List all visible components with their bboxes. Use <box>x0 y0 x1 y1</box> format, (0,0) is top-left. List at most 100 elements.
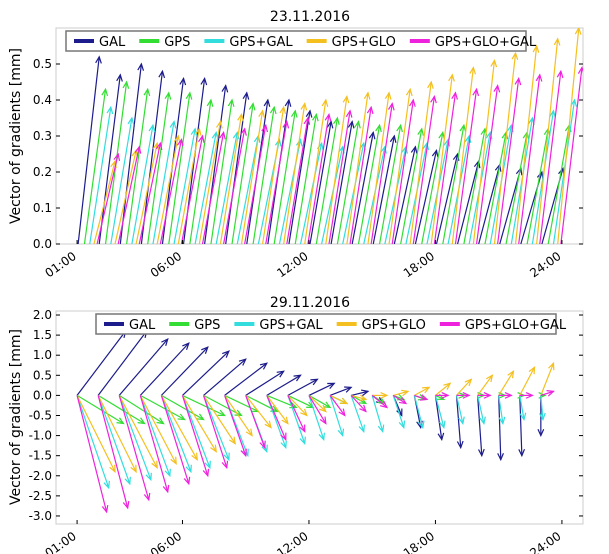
vector-arrow <box>294 112 319 244</box>
vector-head <box>176 138 184 147</box>
vector-head <box>359 404 367 413</box>
vector-shaft <box>203 394 242 417</box>
vector-arrow <box>392 394 408 405</box>
vector-head <box>305 109 313 118</box>
vector-head <box>293 374 302 382</box>
vector-head <box>182 342 190 350</box>
vector-arrow <box>557 28 582 244</box>
vector-head <box>511 51 519 61</box>
vector-head <box>519 412 527 421</box>
vector-head <box>398 397 408 405</box>
vector-shaft <box>498 395 502 460</box>
vector-arrow <box>329 395 345 437</box>
vector-shaft <box>288 110 311 244</box>
vector-shaft <box>118 395 158 469</box>
vector-shaft <box>536 38 559 244</box>
vector-shaft <box>372 135 395 244</box>
vector-shaft <box>350 394 367 400</box>
vector-shaft <box>540 390 554 396</box>
vector-arrow <box>498 370 515 396</box>
vector-head <box>417 420 425 429</box>
vector-head <box>498 416 506 425</box>
vector-arrow <box>477 395 485 458</box>
vector-head <box>401 389 410 397</box>
vector-arrow <box>498 395 506 425</box>
vector-head <box>323 401 332 409</box>
vector-shaft <box>430 74 453 244</box>
vector-head <box>366 105 374 115</box>
vector-head <box>185 91 193 100</box>
vector-shaft <box>414 150 438 244</box>
vector-arrow <box>161 394 205 421</box>
vector-shaft <box>273 110 296 244</box>
vector-shaft <box>245 395 272 428</box>
vector-shaft <box>307 114 330 244</box>
chart-panel-2: 29.11.2016 Vector of gradients [mm] -3.0… <box>8 295 584 554</box>
vector-arrow <box>309 120 334 244</box>
vector-arrow <box>147 91 172 244</box>
vector-arrow <box>266 395 287 441</box>
vector-arrow <box>204 84 229 244</box>
vector-shaft <box>493 53 517 244</box>
vector-head <box>532 44 540 53</box>
vector-shaft <box>194 132 217 244</box>
vector-shaft <box>526 128 549 244</box>
vector-shaft <box>180 135 204 244</box>
vector-arrow <box>76 395 116 474</box>
vector-arrow <box>519 365 536 396</box>
vector-arrow <box>266 395 289 425</box>
vector-shaft <box>336 121 360 244</box>
vector-shaft <box>547 125 570 244</box>
vector-head <box>109 464 116 474</box>
vector-head <box>469 66 477 75</box>
vector-shaft <box>138 143 161 244</box>
vector-shaft <box>160 346 209 396</box>
vector-head <box>338 408 346 417</box>
vector-shaft <box>456 161 480 244</box>
vector-arrow <box>160 395 191 486</box>
vector-head <box>116 417 125 425</box>
vector-arrow <box>442 123 467 244</box>
vector-shaft <box>321 146 344 244</box>
vector-arrow <box>414 386 431 396</box>
vector-head <box>462 391 471 399</box>
vector-head <box>124 476 131 486</box>
vector-arrow <box>329 394 349 405</box>
vector-arrow <box>77 55 102 244</box>
vector-arrow <box>119 62 145 244</box>
vector-arrow <box>308 395 325 441</box>
vector-shaft <box>435 382 451 396</box>
vector-shaft <box>540 395 544 420</box>
vector-head <box>528 365 536 375</box>
vector-arrow <box>252 105 277 244</box>
vector-arrow <box>288 109 313 244</box>
vector-head <box>318 432 325 441</box>
vector-shaft <box>370 103 393 244</box>
vector-shaft <box>472 60 496 244</box>
vector-shaft <box>412 96 435 244</box>
vector-head <box>319 416 327 425</box>
vector-shaft <box>413 395 424 428</box>
vector-head <box>574 28 582 35</box>
vector-arrow <box>329 386 353 396</box>
vector-shaft <box>455 395 462 448</box>
vector-shaft <box>181 395 211 468</box>
vector-arrow <box>245 370 285 396</box>
vector-head <box>535 73 543 82</box>
vector-shaft <box>224 395 253 436</box>
vector-shaft <box>350 394 367 412</box>
vector-head <box>122 80 130 89</box>
vector-arrow <box>477 395 486 425</box>
vector-shaft <box>118 395 150 501</box>
vector-head <box>507 370 515 379</box>
vector-head <box>279 105 287 115</box>
vector-shaft <box>139 395 177 464</box>
vector-shaft <box>177 128 200 244</box>
vector-head <box>490 58 498 68</box>
vector-shaft <box>160 395 198 460</box>
vector-arrow <box>413 395 425 429</box>
vector-arrow <box>391 98 416 244</box>
y-tick-label: 0.0 <box>33 388 52 402</box>
vector-head <box>191 452 198 461</box>
vector-shaft <box>182 350 230 396</box>
